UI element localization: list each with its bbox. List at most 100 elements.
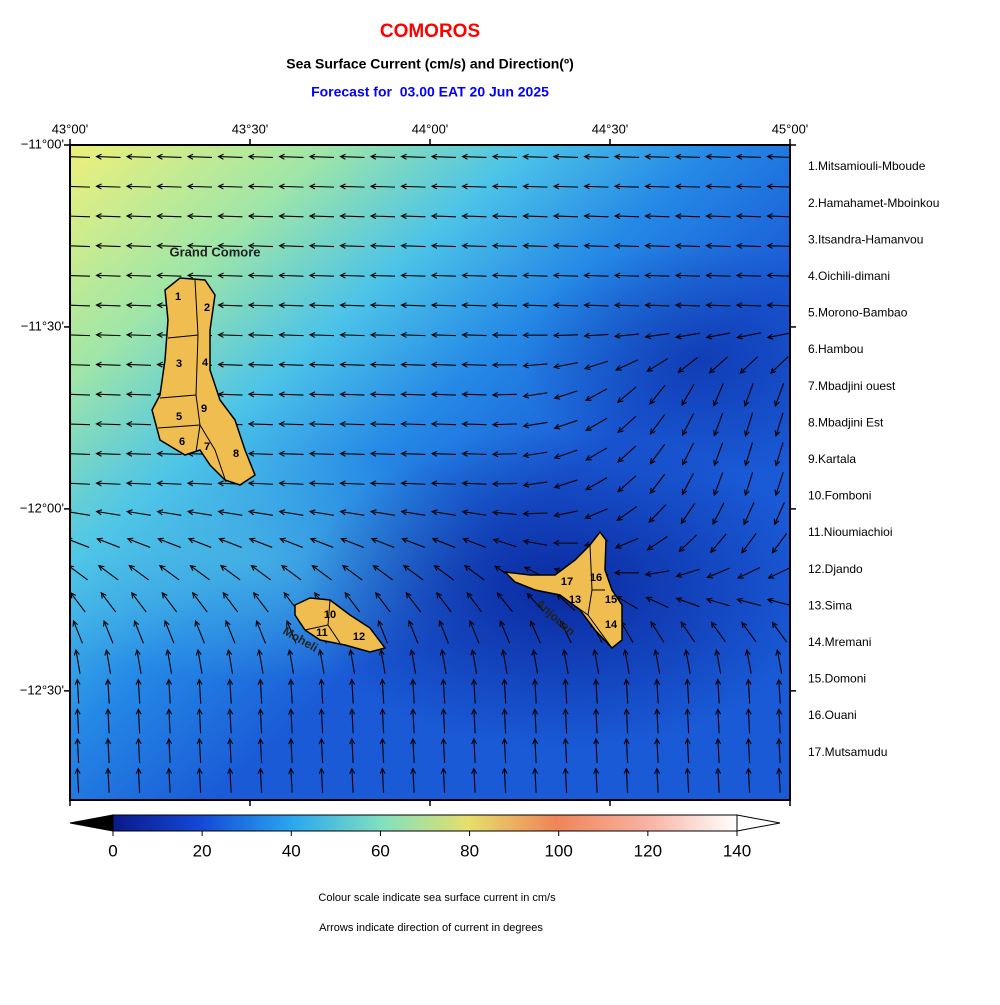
arrow: [654, 737, 661, 764]
arrow: [616, 506, 638, 521]
x-tick-label: 43°00': [52, 121, 89, 136]
arrow: [95, 509, 121, 516]
arrow: [471, 678, 478, 704]
arrow: [278, 421, 304, 428]
arrow: [430, 272, 457, 279]
arrow: [309, 537, 334, 548]
arrow: [256, 648, 264, 674]
arrow: [318, 767, 325, 793]
arrow: [774, 472, 784, 497]
arrow: [73, 648, 81, 674]
arrow: [308, 361, 335, 368]
arrow: [97, 564, 119, 581]
arrow: [461, 183, 487, 190]
arrow: [500, 648, 508, 674]
arrow: [339, 421, 365, 428]
arrow: [247, 183, 274, 190]
arrow: [308, 242, 335, 249]
arrow: [217, 183, 243, 190]
arrow: [463, 564, 485, 581]
region-number: 2: [204, 302, 210, 314]
arrow: [369, 509, 395, 516]
arrow: [653, 648, 661, 674]
arrow: [186, 153, 213, 160]
arrow: [247, 361, 274, 368]
colorbar-label: 140: [723, 841, 751, 860]
arrow: [257, 708, 264, 734]
arrow: [650, 621, 665, 643]
arrow: [308, 450, 335, 457]
arrow: [735, 183, 762, 190]
arrow: [400, 242, 426, 249]
arrow: [430, 331, 457, 338]
arrow: [775, 648, 783, 674]
arrow: [552, 183, 579, 190]
arrow: [217, 361, 243, 368]
arrow: [593, 767, 600, 793]
arrow: [166, 737, 173, 764]
arrow: [613, 332, 639, 339]
arrow: [95, 183, 121, 190]
arrow: [522, 183, 548, 190]
arrow: [553, 449, 578, 460]
arrow: [774, 442, 784, 467]
arrow: [95, 480, 121, 487]
arrow: [156, 509, 182, 516]
arrow: [710, 533, 727, 554]
arrow: [72, 619, 83, 644]
arrow: [462, 537, 486, 548]
arrow: [430, 450, 457, 457]
arrow: [736, 597, 761, 607]
arrow: [369, 242, 396, 249]
arrow: [125, 361, 152, 368]
field-blob: [520, 240, 790, 480]
arrow: [125, 450, 152, 457]
arrow: [308, 213, 335, 220]
arrow: [491, 391, 518, 398]
arrow: [339, 509, 365, 516]
arrow: [613, 242, 640, 249]
axes: 43°00' 43°30' 44°00' 44°30' 45°00' −11°00' −11…: [20, 121, 809, 806]
arrow: [156, 480, 182, 487]
arrow: [553, 510, 578, 518]
arrow: [529, 620, 541, 644]
arrow: [125, 302, 152, 309]
arrow: [562, 737, 569, 764]
arrow: [649, 444, 666, 465]
arrow: [257, 737, 264, 764]
arrow: [95, 242, 121, 249]
arrow: [161, 591, 178, 613]
arrow: [491, 272, 518, 279]
arrow: [125, 391, 152, 398]
arrow: [583, 213, 609, 220]
arrow: [491, 302, 518, 309]
arrow: [592, 648, 600, 674]
arrow: [776, 708, 783, 734]
arrow: [247, 213, 274, 220]
arrow: [156, 213, 182, 220]
arrow: [649, 384, 666, 405]
arrow: [713, 442, 724, 467]
arrow: [684, 678, 691, 704]
arrow: [623, 708, 630, 734]
arrow: [339, 361, 365, 368]
x-tick-label: 45°00': [772, 121, 809, 136]
arrow: [156, 450, 182, 457]
arrow: [369, 183, 396, 190]
arrow: [74, 708, 81, 734]
arrow: [767, 567, 790, 579]
arrow: [186, 480, 213, 487]
arrow: [774, 383, 785, 408]
arrow: [225, 619, 236, 644]
arrow: [745, 767, 752, 793]
arrow: [613, 183, 640, 190]
arrow: [584, 388, 608, 401]
arrow: [674, 213, 701, 220]
arrow: [156, 242, 182, 249]
arrow: [400, 331, 426, 338]
arrow: [278, 361, 304, 368]
arrow: [644, 183, 670, 190]
arrow: [614, 537, 639, 549]
arrow: [105, 767, 112, 793]
arrow: [217, 509, 243, 516]
